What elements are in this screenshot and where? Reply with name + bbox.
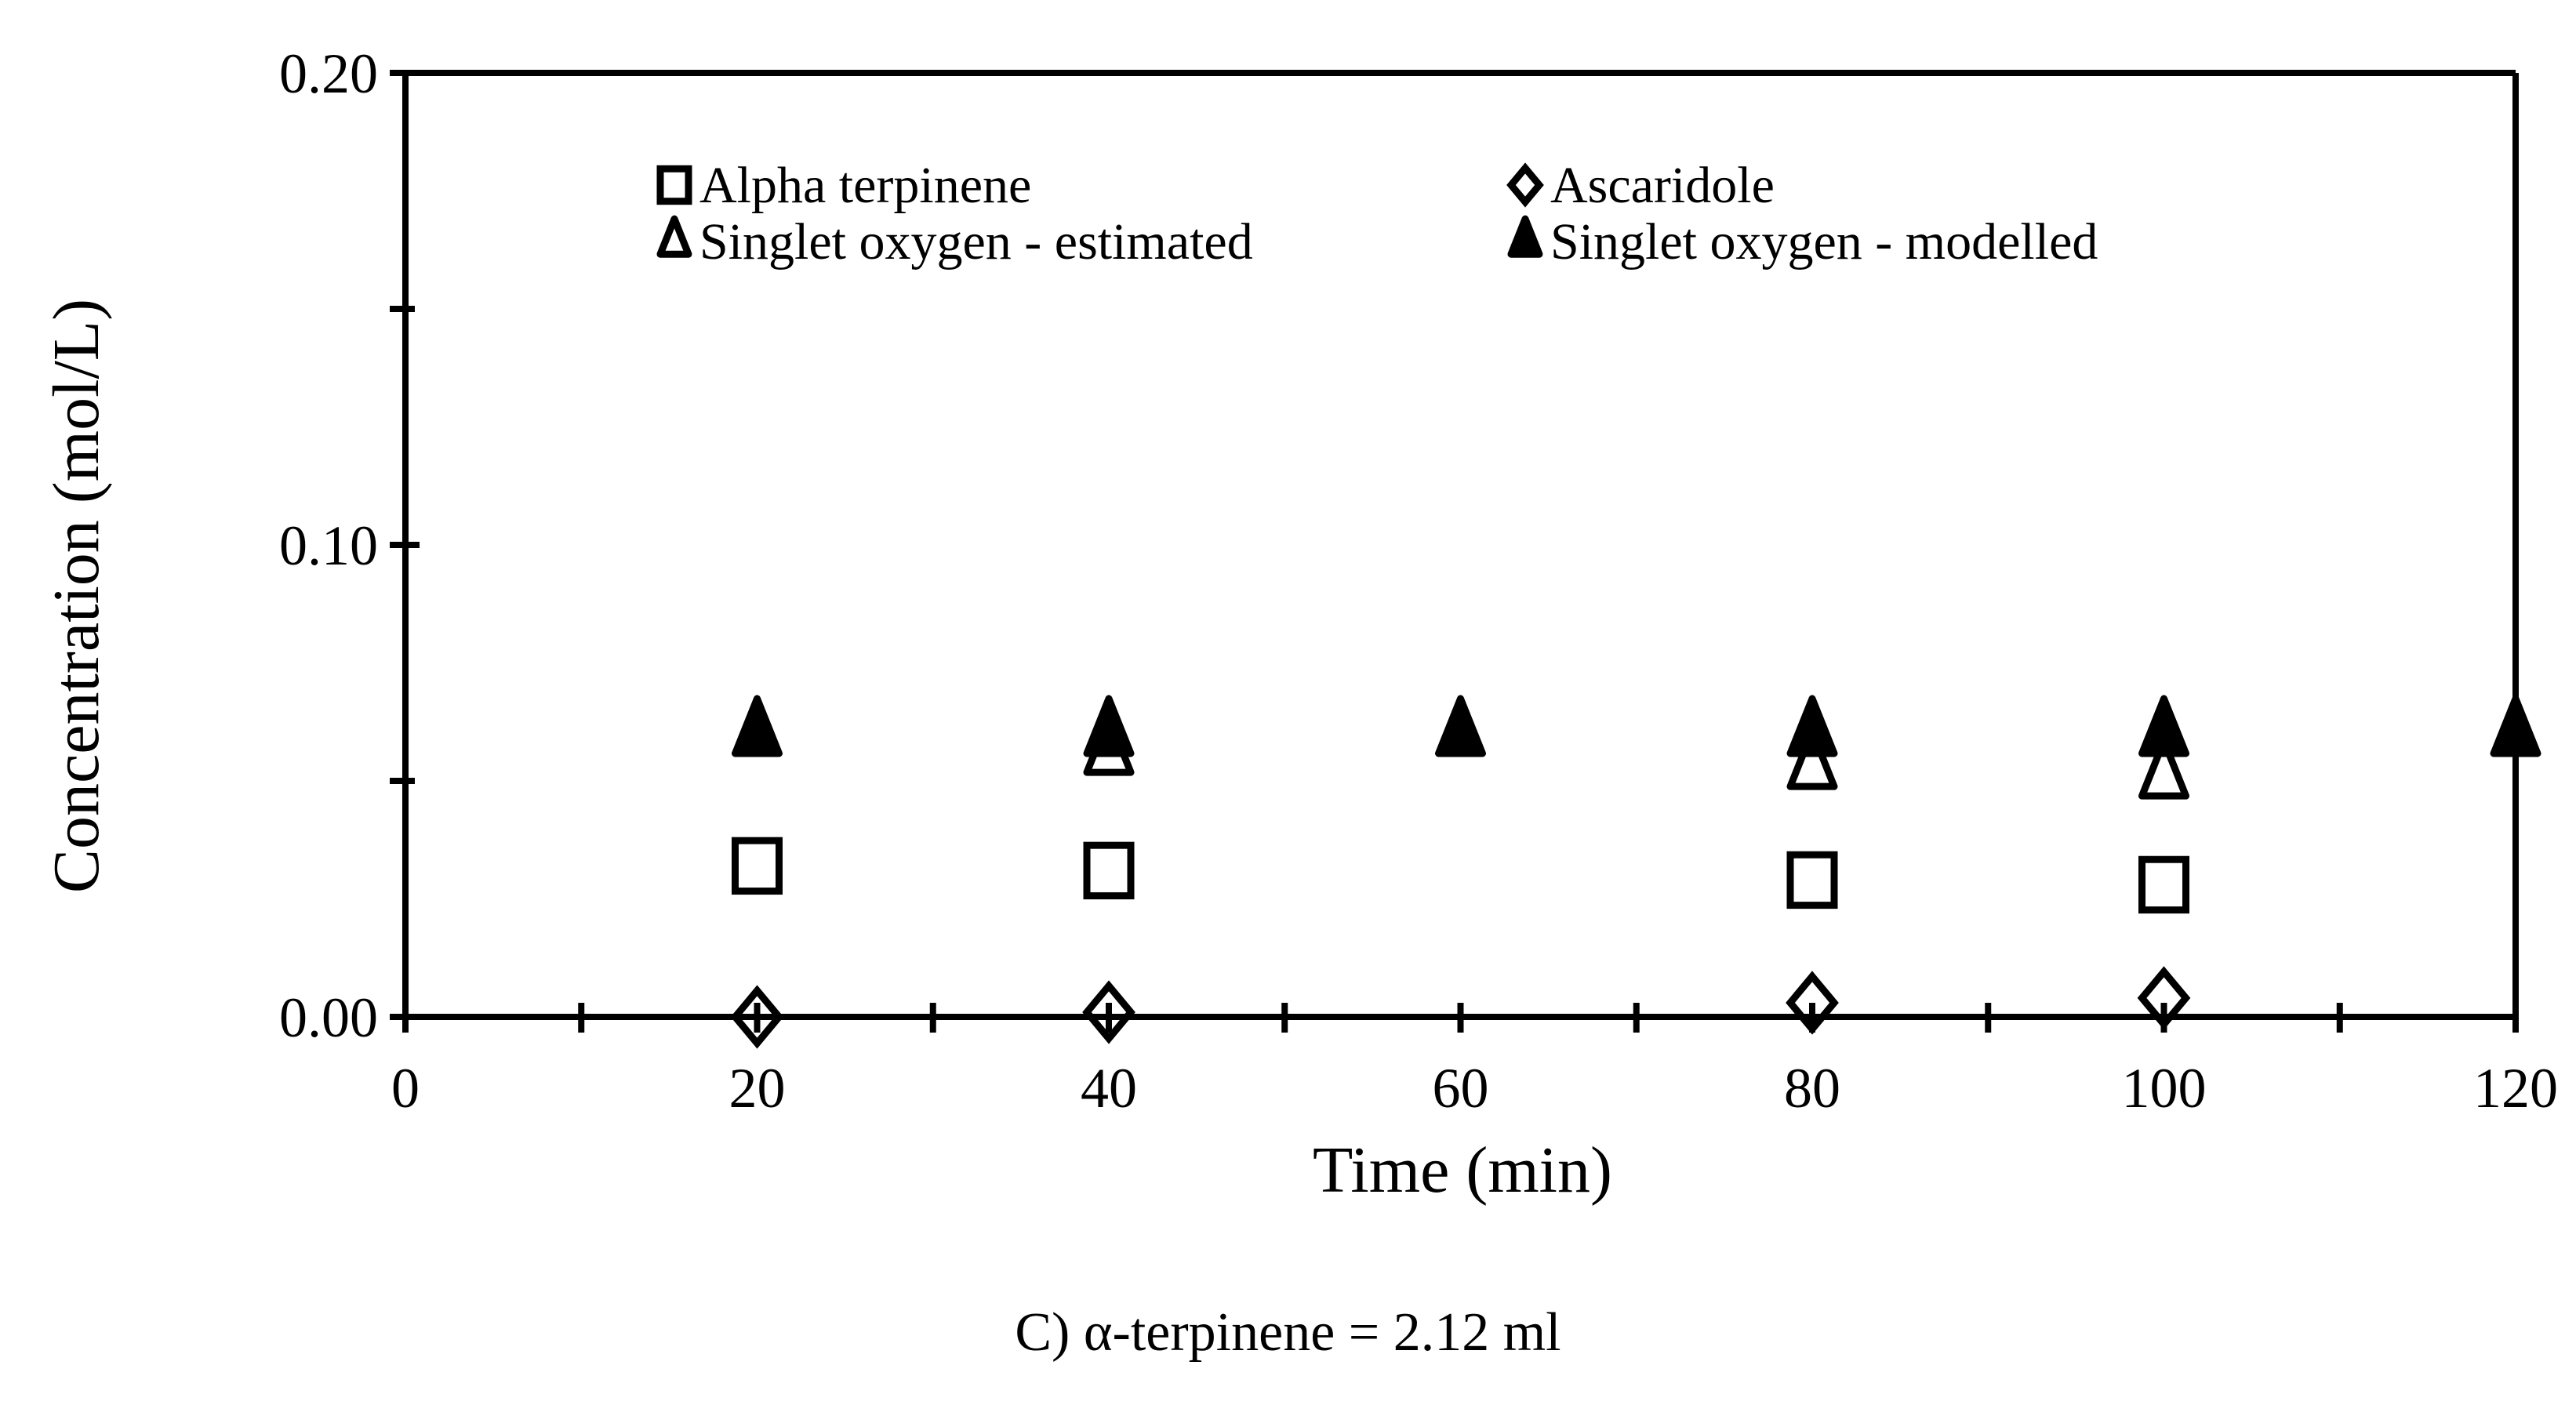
- x-tick-label: 100: [2122, 1057, 2207, 1120]
- filled-triangle-marker-icon: [732, 695, 783, 757]
- diamond-marker-icon: [730, 985, 784, 1049]
- filled-triangle-marker-icon: [1507, 215, 1543, 258]
- square-marker-icon: [656, 165, 692, 205]
- square-marker-icon: [2138, 855, 2189, 914]
- figure-caption: C) α-terpinene = 2.12 ml: [1015, 1302, 1561, 1363]
- x-tick-label: 20: [729, 1057, 786, 1120]
- legend-label: Ascaridole: [1550, 157, 1775, 214]
- diamond-marker-icon: [2137, 966, 2191, 1030]
- diamond-marker-icon: [1786, 971, 1839, 1035]
- square-marker-icon: [1786, 851, 1838, 909]
- open-triangle-marker-icon: [656, 215, 692, 258]
- square-marker-icon: [1083, 841, 1135, 900]
- x-tick-label: 40: [1081, 1057, 1137, 1120]
- y-tick-label: 0.20: [279, 42, 378, 105]
- filled-triangle-marker-icon: [1435, 695, 1486, 757]
- y-axis-label: Concentration (mol/L): [40, 299, 113, 893]
- x-tick-label: 60: [1433, 1057, 1489, 1120]
- filled-triangle-marker-icon: [2138, 695, 2189, 757]
- filled-triangle-marker-icon: [2490, 695, 2541, 757]
- legend-label: Alpha terpinene: [699, 157, 1031, 214]
- tick-labels: 0 20 40 60 80 100 120 0.00 0.10 0.20: [279, 42, 2558, 1120]
- filled-triangle-marker-icon: [1083, 695, 1135, 757]
- x-tick-label: 80: [1784, 1057, 1840, 1120]
- open-triangle-marker-icon: [1786, 728, 1838, 790]
- y-tick-label: 0.00: [279, 986, 378, 1049]
- legend-label: Singlet oxygen - modelled: [1550, 213, 2098, 270]
- open-triangle-marker-icon: [2138, 737, 2189, 800]
- diamond-marker-icon: [1082, 980, 1135, 1044]
- x-axis-label: Time (min): [1313, 1134, 1612, 1207]
- x-tick-label: 120: [2473, 1057, 2558, 1120]
- x-tick-label: 0: [391, 1057, 420, 1120]
- y-tick-label: 0.10: [279, 514, 378, 577]
- data-points: [730, 695, 2541, 1049]
- axes: [390, 70, 2519, 1033]
- diamond-marker-icon: [1506, 162, 1544, 208]
- filled-triangle-marker-icon: [1786, 695, 1838, 757]
- legend-label: Singlet oxygen - estimated: [699, 213, 1253, 270]
- square-marker-icon: [732, 837, 783, 895]
